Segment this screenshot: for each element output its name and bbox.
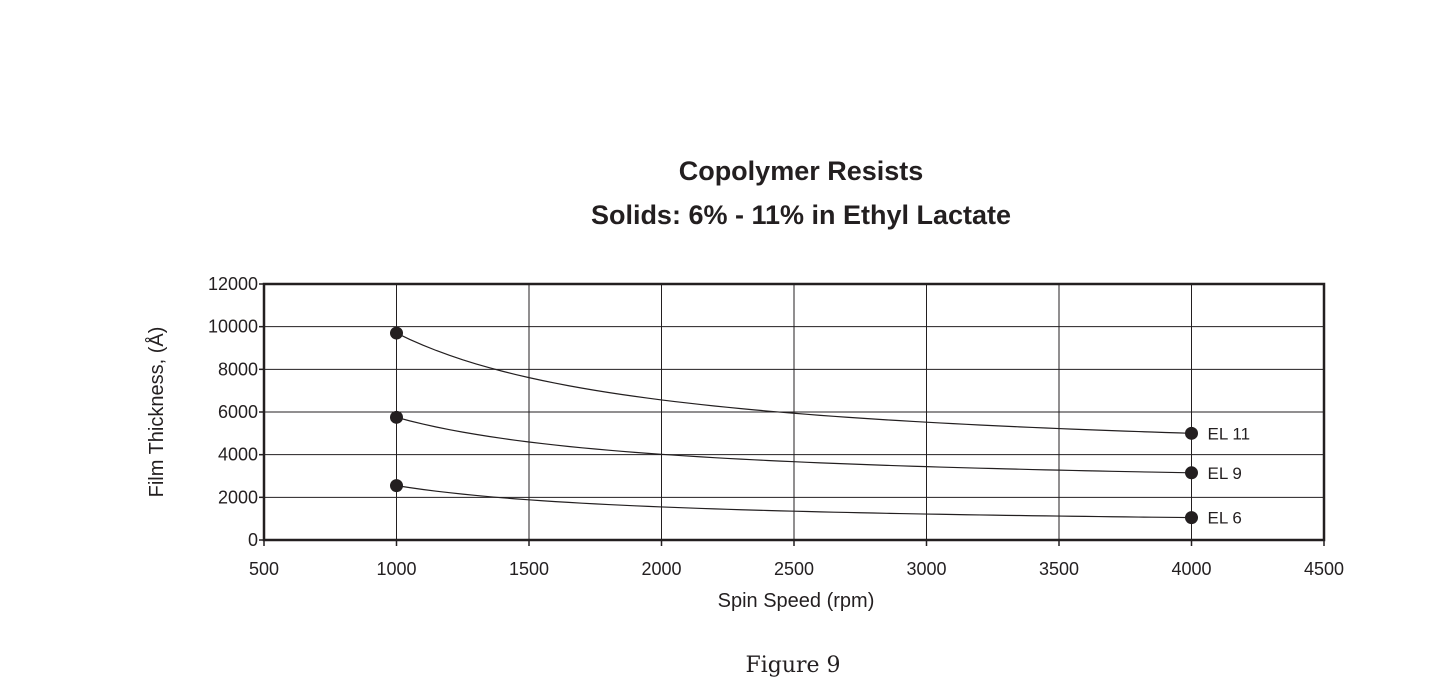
series-line — [396, 332, 1192, 434]
y-tick-label: 4000 — [218, 445, 258, 465]
x-tick-label: 4000 — [1171, 559, 1211, 579]
x-tick-label: 1500 — [509, 559, 549, 579]
series-label: EL 9 — [1208, 464, 1242, 483]
series-el-11: EL 11 — [390, 326, 1251, 443]
data-point — [1185, 426, 1198, 440]
chart-title: Copolymer Resists — [679, 156, 924, 186]
data-point — [390, 410, 403, 424]
x-axis-ticks: 500 1000 1500 2000 2500 3000 3500 4000 4500 — [249, 540, 1344, 579]
grid — [264, 284, 1324, 540]
y-axis-ticks: 0 2000 4000 6000 8000 10000 12000 — [208, 274, 264, 550]
series-layer: EL 11 EL 9 EL 6 — [390, 326, 1251, 528]
x-axis-label: Spin Speed (rpm) — [718, 590, 875, 612]
y-tick-label: 6000 — [218, 402, 258, 422]
series-line — [396, 485, 1192, 519]
series-label: EL 6 — [1208, 509, 1242, 528]
x-tick-label: 3500 — [1039, 559, 1079, 579]
figure-caption: Figure 9 — [745, 653, 840, 678]
y-tick-label: 10000 — [208, 317, 258, 337]
x-tick-label: 2000 — [641, 559, 681, 579]
data-point — [1185, 466, 1198, 480]
series-el-9: EL 9 — [390, 410, 1242, 483]
series-el-6: EL 6 — [390, 479, 1242, 528]
x-tick-label: 4500 — [1304, 559, 1344, 579]
x-tick-label: 2500 — [774, 559, 814, 579]
series-line — [396, 416, 1192, 474]
y-tick-label: 0 — [248, 530, 258, 550]
x-tick-label: 3000 — [906, 559, 946, 579]
y-tick-label: 8000 — [218, 359, 258, 379]
data-point — [1185, 511, 1198, 525]
y-axis-label: Film Thickness, (Å) — [145, 327, 168, 498]
data-point — [390, 326, 403, 340]
series-label: EL 11 — [1208, 424, 1251, 443]
data-point — [390, 479, 403, 493]
y-tick-label: 2000 — [218, 487, 258, 507]
y-tick-label: 12000 — [208, 274, 258, 294]
x-tick-label: 500 — [249, 559, 279, 579]
chart-subtitle: Solids: 6% - 11% in Ethyl Lactate — [591, 200, 1011, 230]
x-tick-label: 1000 — [376, 559, 416, 579]
